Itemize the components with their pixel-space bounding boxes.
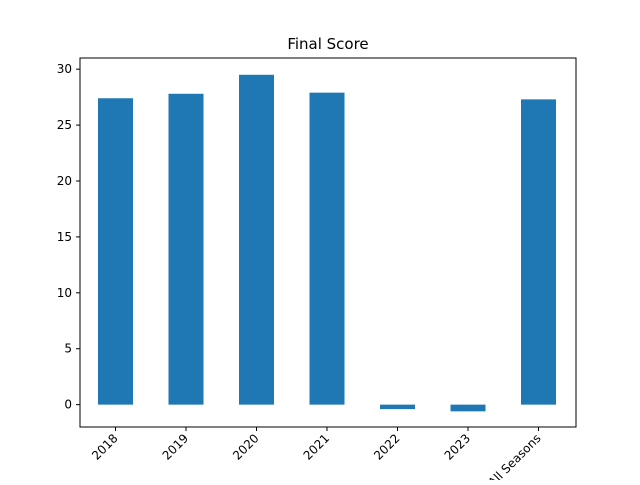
y-tick-label-15: 15 bbox=[57, 230, 72, 244]
x-tick-label-2018: 2018 bbox=[89, 431, 120, 462]
x-tick-label-all-seasons: All Seasons bbox=[485, 431, 543, 480]
plot-frame bbox=[79, 57, 577, 428]
y-tick-label-25: 25 bbox=[57, 118, 72, 132]
bar-2022 bbox=[380, 404, 415, 410]
x-tick-label-2021: 2021 bbox=[301, 431, 332, 462]
y-tick-label-10: 10 bbox=[57, 286, 72, 300]
x-tick-label-2019: 2019 bbox=[160, 431, 191, 462]
x-tick-label-2023: 2023 bbox=[442, 431, 473, 462]
y-tick-label-30: 30 bbox=[57, 62, 72, 76]
x-tick-label-2022: 2022 bbox=[371, 431, 402, 462]
y-tick-label-20: 20 bbox=[57, 174, 72, 188]
bar-all-seasons bbox=[521, 99, 556, 405]
y-tick-label-5: 5 bbox=[64, 342, 72, 356]
x-tick-label-2020: 2020 bbox=[230, 431, 261, 462]
chart-title: Final Score bbox=[287, 35, 368, 53]
bar-2018 bbox=[98, 98, 133, 405]
bar-2021 bbox=[309, 92, 345, 405]
bar-2019 bbox=[168, 93, 204, 405]
bars-layer bbox=[98, 74, 556, 412]
bar-2023 bbox=[450, 404, 486, 412]
bar-2020 bbox=[239, 74, 274, 405]
y-tick-label-0: 0 bbox=[64, 398, 72, 412]
